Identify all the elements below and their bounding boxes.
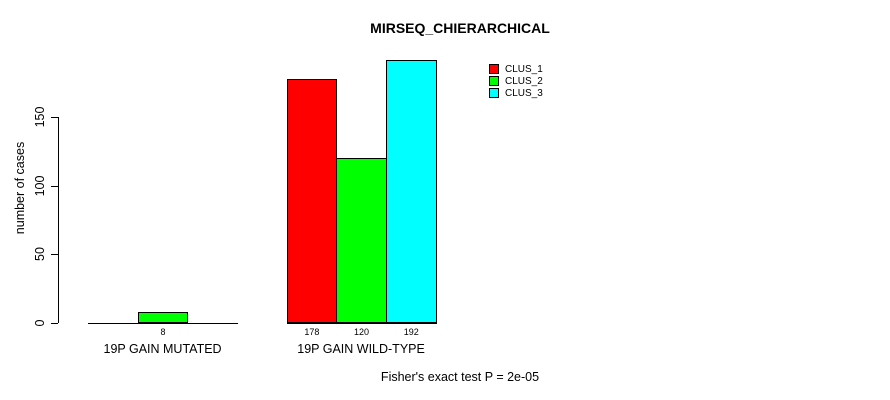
bar-clus_2-group1 (137, 311, 189, 324)
bar-value-label: 8 (160, 326, 166, 337)
y-axis-label: number of cases (13, 141, 27, 235)
y-axis-tick (51, 254, 58, 256)
y-axis-tick-label: 150 (33, 106, 47, 128)
bar-value-label: 178 (304, 326, 320, 337)
y-axis-tick (51, 117, 58, 119)
bar-clus_1-group2 (286, 78, 338, 324)
legend: CLUS_1 CLUS_2 CLUS_3 (489, 63, 543, 99)
legend-swatch-clus_3 (489, 88, 499, 98)
y-axis-tick-label: 50 (33, 247, 47, 262)
legend-item-clus_1: CLUS_1 (489, 63, 543, 75)
category-label: 19P GAIN MUTATED (103, 341, 222, 356)
legend-label: CLUS_1 (505, 63, 543, 75)
bar-value-label: 120 (354, 326, 370, 337)
legend-item-clus_2: CLUS_2 (489, 75, 543, 87)
bar-value-label: 192 (403, 326, 419, 337)
bar-clus_3-group2 (385, 59, 437, 324)
y-axis-line (58, 117, 59, 324)
y-axis-tick (51, 322, 58, 324)
y-axis-tick-label: 100 (33, 175, 47, 197)
chart-title: MIRSEQ_CHIERARCHICAL (370, 20, 550, 36)
legend-label: CLUS_3 (505, 87, 543, 99)
y-axis-tick-label: 0 (33, 319, 47, 326)
legend-label: CLUS_2 (505, 75, 543, 87)
annotation-fisher-test: Fisher's exact test P = 2e-05 (380, 370, 540, 384)
legend-swatch-clus_1 (489, 64, 499, 74)
legend-item-clus_3: CLUS_3 (489, 87, 543, 99)
bar-clus_2-group2 (336, 158, 387, 324)
y-axis-tick (51, 185, 58, 187)
category-label: 19P GAIN WILD-TYPE (297, 341, 425, 356)
legend-swatch-clus_2 (489, 76, 499, 86)
